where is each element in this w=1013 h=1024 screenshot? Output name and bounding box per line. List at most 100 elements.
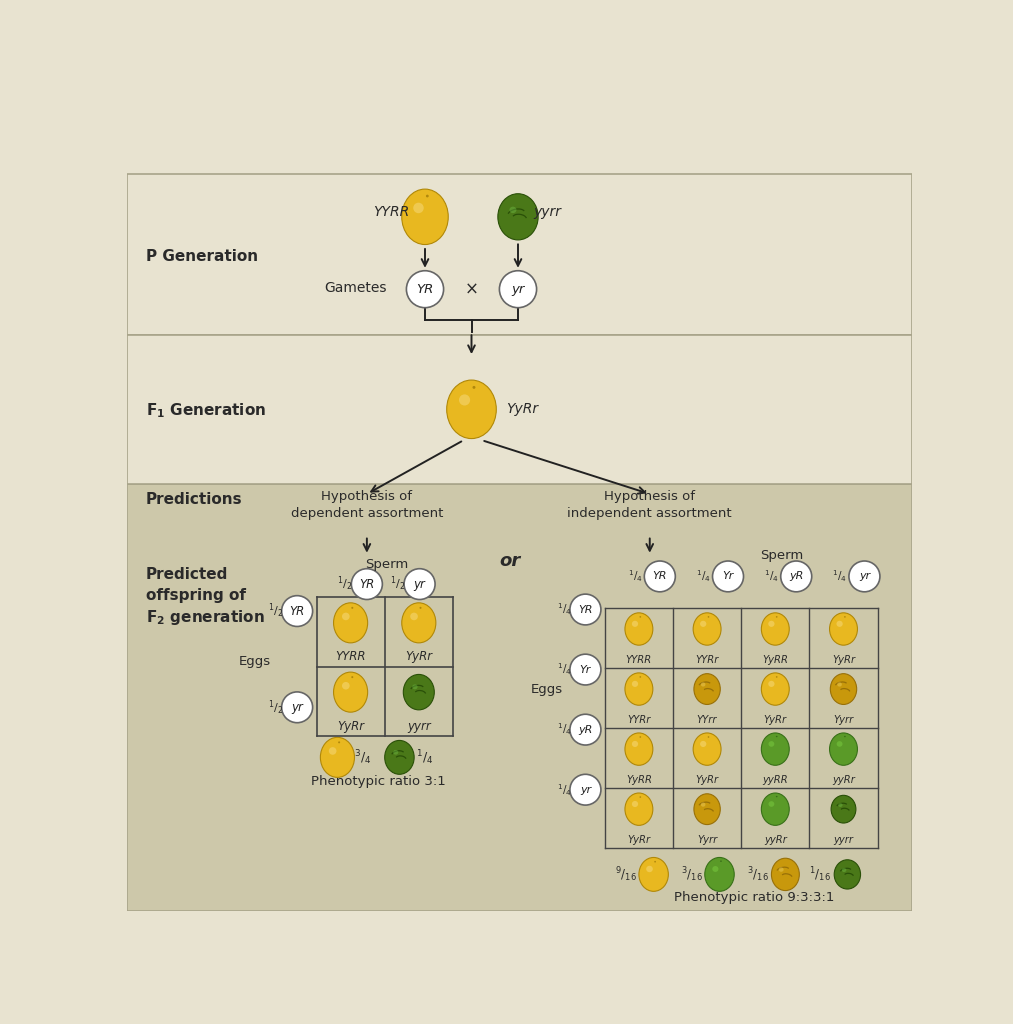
Ellipse shape bbox=[701, 803, 705, 807]
Text: YYrr: YYrr bbox=[697, 715, 717, 725]
Text: yR: yR bbox=[789, 571, 803, 582]
Ellipse shape bbox=[352, 676, 354, 678]
Text: yyrr: yyrr bbox=[534, 205, 561, 219]
Text: $^{1}$/$_{4}$: $^{1}$/$_{4}$ bbox=[764, 568, 779, 585]
Text: $^{1}$/$_{4}$: $^{1}$/$_{4}$ bbox=[557, 722, 572, 737]
Ellipse shape bbox=[831, 796, 856, 823]
Text: yr: yr bbox=[579, 784, 591, 795]
Text: YYRR: YYRR bbox=[373, 205, 409, 219]
Text: YYRR: YYRR bbox=[335, 650, 366, 664]
Text: $^{1}$/$_{4}$: $^{1}$/$_{4}$ bbox=[696, 568, 711, 585]
Ellipse shape bbox=[338, 741, 340, 743]
Text: Hypothesis of
independent assortment: Hypothesis of independent assortment bbox=[567, 489, 732, 520]
Text: yyRR: yyRR bbox=[763, 775, 788, 784]
Text: Eggs: Eggs bbox=[238, 654, 270, 668]
Ellipse shape bbox=[320, 737, 355, 777]
Ellipse shape bbox=[842, 868, 847, 872]
Ellipse shape bbox=[837, 621, 843, 627]
Text: YyRr: YyRr bbox=[405, 650, 433, 664]
Ellipse shape bbox=[830, 733, 857, 765]
Circle shape bbox=[712, 561, 744, 592]
Ellipse shape bbox=[762, 793, 789, 825]
Ellipse shape bbox=[772, 858, 799, 891]
Text: or: or bbox=[499, 552, 521, 570]
Text: YR: YR bbox=[416, 283, 434, 296]
Ellipse shape bbox=[700, 621, 706, 627]
Text: $^{1}$/$_{4}$: $^{1}$/$_{4}$ bbox=[557, 782, 572, 798]
Ellipse shape bbox=[393, 750, 398, 755]
Text: Yr: Yr bbox=[722, 571, 733, 582]
Circle shape bbox=[781, 561, 811, 592]
Ellipse shape bbox=[837, 682, 842, 687]
Ellipse shape bbox=[425, 195, 428, 198]
Ellipse shape bbox=[769, 801, 774, 807]
Text: $^3/_{16}$: $^3/_{16}$ bbox=[681, 865, 702, 884]
Ellipse shape bbox=[654, 861, 656, 862]
Ellipse shape bbox=[708, 616, 709, 617]
Text: $^{1}$/$_{2}$: $^{1}$/$_{2}$ bbox=[337, 574, 353, 593]
Text: $\mathbf{F_2}$ generation: $\mathbf{F_2}$ generation bbox=[146, 607, 264, 627]
Ellipse shape bbox=[632, 621, 638, 627]
Ellipse shape bbox=[831, 674, 857, 705]
Ellipse shape bbox=[459, 394, 470, 406]
Circle shape bbox=[406, 270, 444, 307]
Text: yR: yR bbox=[578, 725, 593, 734]
Ellipse shape bbox=[403, 675, 435, 710]
Ellipse shape bbox=[838, 803, 843, 807]
Text: YyRr: YyRr bbox=[696, 775, 718, 784]
Ellipse shape bbox=[329, 748, 336, 755]
Text: Yyrr: Yyrr bbox=[697, 835, 717, 845]
Ellipse shape bbox=[837, 741, 843, 746]
Ellipse shape bbox=[639, 857, 669, 891]
Text: $^{1}$/$_{2}$: $^{1}$/$_{2}$ bbox=[267, 698, 283, 717]
Ellipse shape bbox=[762, 673, 789, 706]
Ellipse shape bbox=[646, 865, 652, 872]
Ellipse shape bbox=[639, 676, 641, 678]
Text: $^{1}$/$_{4}$: $^{1}$/$_{4}$ bbox=[557, 662, 572, 678]
Text: P Generation: P Generation bbox=[146, 250, 258, 264]
Ellipse shape bbox=[844, 736, 846, 737]
Text: Predictions: Predictions bbox=[146, 492, 243, 507]
Ellipse shape bbox=[352, 607, 354, 609]
Ellipse shape bbox=[639, 797, 641, 798]
Text: YYRR: YYRR bbox=[626, 654, 652, 665]
Ellipse shape bbox=[632, 681, 638, 687]
Text: $^9/_{16}$: $^9/_{16}$ bbox=[615, 865, 636, 884]
Ellipse shape bbox=[693, 733, 721, 765]
Text: offspring of: offspring of bbox=[146, 588, 246, 603]
Ellipse shape bbox=[701, 682, 705, 687]
Text: Gametes: Gametes bbox=[324, 281, 387, 295]
Text: Phenotypic ratio 3:1: Phenotypic ratio 3:1 bbox=[311, 775, 446, 788]
Ellipse shape bbox=[447, 380, 496, 438]
Ellipse shape bbox=[402, 603, 436, 643]
Circle shape bbox=[644, 561, 676, 592]
Text: yyrr: yyrr bbox=[407, 720, 431, 732]
Ellipse shape bbox=[639, 736, 641, 738]
Ellipse shape bbox=[413, 203, 423, 213]
Text: $^1/_{16}$: $^1/_{16}$ bbox=[808, 865, 831, 884]
Text: Eggs: Eggs bbox=[531, 683, 563, 696]
Circle shape bbox=[352, 568, 382, 599]
Ellipse shape bbox=[385, 740, 414, 774]
Ellipse shape bbox=[844, 616, 846, 617]
Text: Sperm: Sperm bbox=[365, 558, 408, 571]
Ellipse shape bbox=[510, 207, 517, 213]
Bar bbox=[127, 484, 912, 911]
Text: $^3/_4$: $^3/_4$ bbox=[354, 748, 371, 767]
Ellipse shape bbox=[419, 607, 421, 609]
Ellipse shape bbox=[762, 733, 789, 765]
Text: $^{1}$/$_{2}$: $^{1}$/$_{2}$ bbox=[390, 574, 405, 593]
Text: YR: YR bbox=[360, 578, 375, 591]
Text: yyRr: yyRr bbox=[832, 775, 855, 784]
Text: Hypothesis of
dependent assortment: Hypothesis of dependent assortment bbox=[291, 489, 443, 520]
Text: yr: yr bbox=[413, 578, 425, 591]
Text: YyRr: YyRr bbox=[506, 402, 539, 417]
Ellipse shape bbox=[410, 612, 417, 621]
Bar bbox=[127, 336, 912, 484]
Text: YyRr: YyRr bbox=[627, 835, 650, 845]
Ellipse shape bbox=[333, 603, 368, 643]
Ellipse shape bbox=[632, 741, 638, 748]
Ellipse shape bbox=[708, 736, 709, 738]
Ellipse shape bbox=[632, 801, 638, 807]
Ellipse shape bbox=[712, 866, 718, 872]
